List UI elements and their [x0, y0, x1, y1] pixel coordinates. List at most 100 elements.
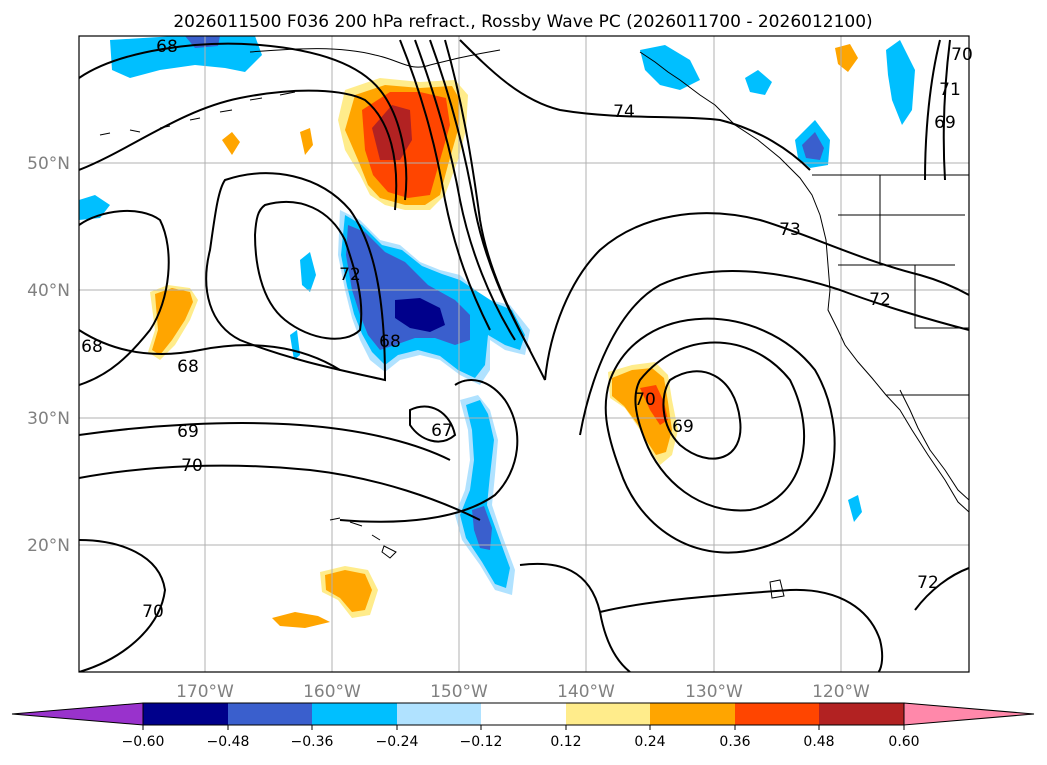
colorbar-ticks — [142, 725, 905, 730]
contour-72-east — [942, 39, 951, 181]
colorbar-tick-label: 0.36 — [719, 734, 750, 750]
colorbar-segment — [228, 703, 312, 725]
contour-68-west — [79, 209, 170, 386]
colorbar-tick-label: 0.60 — [888, 734, 919, 750]
contour-68-west-2 — [79, 329, 341, 371]
contour-72 — [579, 270, 969, 436]
lon-tick-label: 140°W — [557, 682, 615, 702]
colorbar-segment — [312, 703, 397, 725]
negative-area-small-3 — [848, 495, 862, 522]
contour-label: 67 — [431, 421, 453, 441]
graticule — [79, 36, 969, 672]
lat-axis: 50°N 40°N 30°N 20°N — [27, 154, 70, 556]
colorbar-extend-low — [11, 702, 144, 726]
contour-label: 70 — [142, 602, 164, 622]
lat-tick-label: 40°N — [27, 281, 70, 301]
lat-tick-label: 50°N — [27, 154, 70, 174]
contour-label: 68 — [156, 37, 178, 57]
negative-area-northeast-4 — [745, 70, 772, 95]
contour-south-connector — [519, 562, 631, 672]
colorbar-segment — [735, 703, 819, 725]
negative-area-central-navy — [395, 298, 445, 332]
island-small-1 — [769, 579, 785, 599]
positive-area-south-orange — [325, 570, 372, 612]
contour-label: 68 — [379, 332, 401, 352]
contour-label: 68 — [177, 357, 199, 377]
colorbar-frame — [142, 702, 905, 726]
contour-label: 72 — [339, 265, 361, 285]
colorbar-tick-label: −0.36 — [291, 734, 334, 750]
contour-north-3 — [414, 39, 516, 341]
contour-north-2 — [399, 39, 491, 331]
negative-area-northeast-2 — [886, 40, 915, 125]
colorbar: −0.60 −0.48 −0.36 −0.24 −0.12 0.12 0.24 … — [11, 702, 1035, 750]
contour-north-1 — [79, 89, 398, 211]
colorbar-segment — [143, 703, 228, 725]
map-panel — [79, 36, 969, 672]
map-frame — [78, 35, 970, 673]
contour-73 — [544, 212, 969, 381]
contour-label-layer: 68 74 73 72 71 70 69 68 68 68 67 70 69 6… — [81, 37, 973, 622]
colorbar-tick-label: −0.12 — [460, 734, 503, 750]
lat-tick-label: 20°N — [27, 536, 70, 556]
contour-69 — [79, 422, 451, 461]
contour-72-south — [599, 588, 884, 672]
coast-pacific-northwest — [819, 214, 969, 513]
colorbar-segment — [481, 703, 566, 725]
contours — [79, 39, 969, 672]
contour-label: 70 — [181, 456, 203, 476]
negative-area-northeast-1-blue — [802, 132, 824, 160]
contour-71-east — [924, 39, 941, 181]
negative-area-small-1 — [300, 252, 316, 292]
negative-area-south-arm-cyan — [460, 400, 510, 588]
contour-west-loop-2 — [205, 172, 387, 382]
colorbar-tick-label: −0.48 — [207, 734, 250, 750]
contour-71-loop — [604, 317, 836, 554]
positive-area-dot-2 — [300, 128, 313, 155]
colorbar-segment — [819, 703, 904, 725]
colorbar-segment — [650, 703, 735, 725]
figure-title: 2026011500 F036 200 hPa refract., Rossby… — [173, 12, 872, 32]
contour-label: 69 — [672, 417, 694, 437]
contour-label: 72 — [869, 290, 891, 310]
contour-west-loop — [253, 200, 363, 340]
colorbar-segment — [397, 703, 481, 725]
lat-tick-label: 30°N — [27, 409, 70, 429]
negative-area-south-arm-blue — [472, 506, 492, 550]
contour-label: 72 — [917, 573, 939, 593]
lon-tick-label: 170°W — [176, 682, 234, 702]
positive-area-south-small — [272, 612, 330, 628]
negative-area-northeast-3 — [640, 45, 700, 90]
contour-70 — [79, 464, 481, 521]
colorbar-tick-label: 0.24 — [634, 734, 665, 750]
contour-74 — [459, 39, 811, 171]
contour-label: 74 — [613, 102, 635, 122]
coast-alaska-panhandle — [639, 51, 821, 216]
contour-north-5 — [444, 39, 546, 381]
colorbar-tick-label: 0.48 — [803, 734, 834, 750]
colorbar-segment — [566, 703, 650, 725]
contour-70-loop — [634, 341, 805, 512]
contour-label: 71 — [939, 80, 961, 100]
contour-68-north — [79, 42, 408, 201]
negative-area-northwest — [110, 36, 262, 78]
colorbar-tick-label: −0.24 — [376, 734, 419, 750]
lon-tick-label: 120°W — [812, 682, 870, 702]
contour-label: 69 — [934, 113, 956, 133]
colorbar-tick-label: −0.60 — [122, 734, 165, 750]
lon-tick-label: 160°W — [303, 682, 361, 702]
contour-label: 69 — [177, 422, 199, 442]
coast-baja — [899, 389, 969, 501]
contour-label: 70 — [634, 390, 656, 410]
lon-axis: 170°W 160°W 150°W 140°W 130°W 120°W — [176, 682, 870, 702]
positive-area-dot-1 — [222, 132, 240, 155]
contour-69-loop — [662, 370, 742, 460]
contour-label: 73 — [779, 220, 801, 240]
positive-area-east-red — [640, 385, 668, 425]
contour-70-southwest — [79, 539, 167, 672]
contour-67 — [409, 405, 457, 443]
colorbar-extend-high — [903, 702, 1035, 726]
border-state-4 — [914, 265, 969, 329]
coast-alaska — [249, 48, 501, 68]
